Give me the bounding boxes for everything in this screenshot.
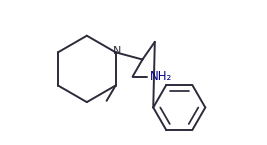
Text: N: N xyxy=(113,46,121,56)
Text: NH₂: NH₂ xyxy=(150,70,172,83)
